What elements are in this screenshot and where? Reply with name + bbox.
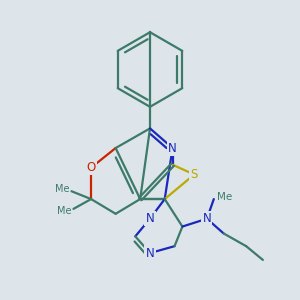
Text: N: N <box>146 212 154 225</box>
Text: O: O <box>86 161 96 174</box>
Text: Me: Me <box>55 184 70 194</box>
Text: N: N <box>202 212 211 225</box>
Text: N: N <box>146 247 154 260</box>
Text: Me: Me <box>217 192 232 202</box>
Text: Me: Me <box>57 206 71 216</box>
Text: N: N <box>168 142 177 154</box>
Text: S: S <box>190 168 198 181</box>
